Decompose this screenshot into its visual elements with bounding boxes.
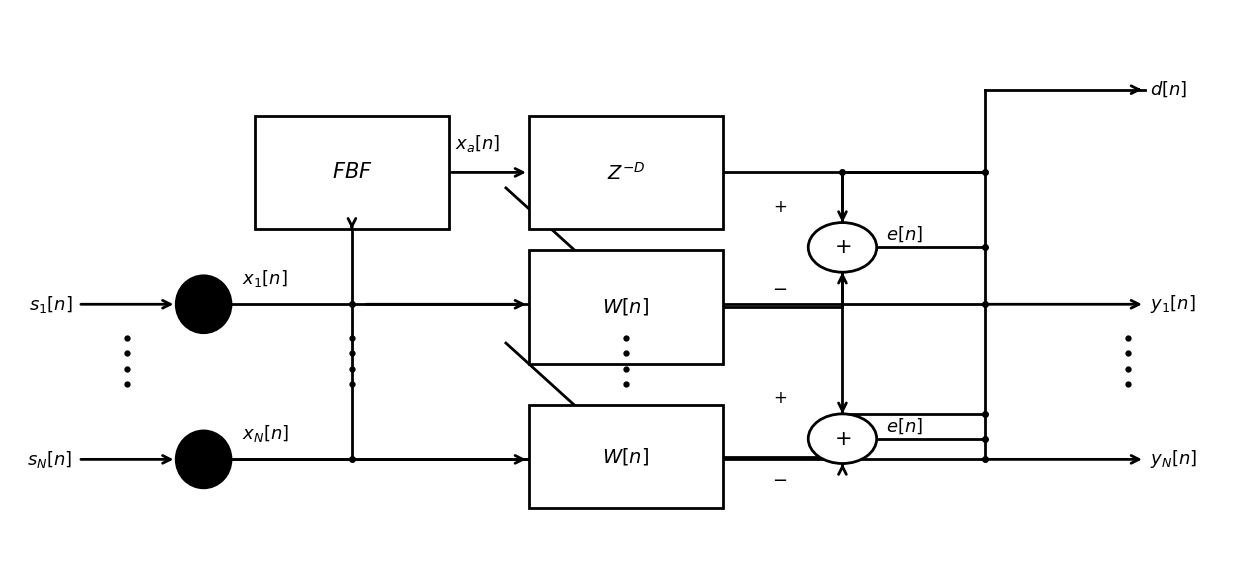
- Text: $+$: $+$: [833, 429, 851, 448]
- Text: $x_1[n]$: $x_1[n]$: [242, 268, 288, 289]
- Text: $s_N[n]$: $s_N[n]$: [27, 449, 72, 470]
- Text: $s_1[n]$: $s_1[n]$: [29, 294, 72, 315]
- Text: $+$: $+$: [773, 198, 786, 216]
- Text: $FBF$: $FBF$: [331, 162, 372, 183]
- Text: $Z^{-D}$: $Z^{-D}$: [606, 161, 645, 183]
- Ellipse shape: [176, 276, 231, 333]
- Text: $y_1[n]$: $y_1[n]$: [1151, 293, 1197, 315]
- Bar: [255, 116, 449, 229]
- Bar: [528, 250, 723, 364]
- Text: $y_N[n]$: $y_N[n]$: [1151, 448, 1198, 470]
- Ellipse shape: [808, 414, 877, 464]
- Text: $-$: $-$: [773, 470, 787, 488]
- Ellipse shape: [808, 223, 877, 272]
- Text: $+$: $+$: [833, 237, 851, 257]
- Ellipse shape: [176, 431, 231, 488]
- Text: $x_N[n]$: $x_N[n]$: [242, 423, 289, 444]
- Text: $W[n]$: $W[n]$: [603, 296, 650, 318]
- Text: $-$: $-$: [773, 279, 787, 297]
- Text: $e[n]$: $e[n]$: [885, 225, 923, 244]
- Bar: [528, 116, 723, 229]
- Text: $x_a[n]$: $x_a[n]$: [455, 134, 500, 155]
- Bar: [528, 405, 723, 509]
- Text: $W[n]$: $W[n]$: [603, 446, 650, 467]
- Text: $+$: $+$: [773, 389, 786, 407]
- Text: $e[n]$: $e[n]$: [885, 416, 923, 436]
- Text: $d[n]$: $d[n]$: [1151, 80, 1188, 99]
